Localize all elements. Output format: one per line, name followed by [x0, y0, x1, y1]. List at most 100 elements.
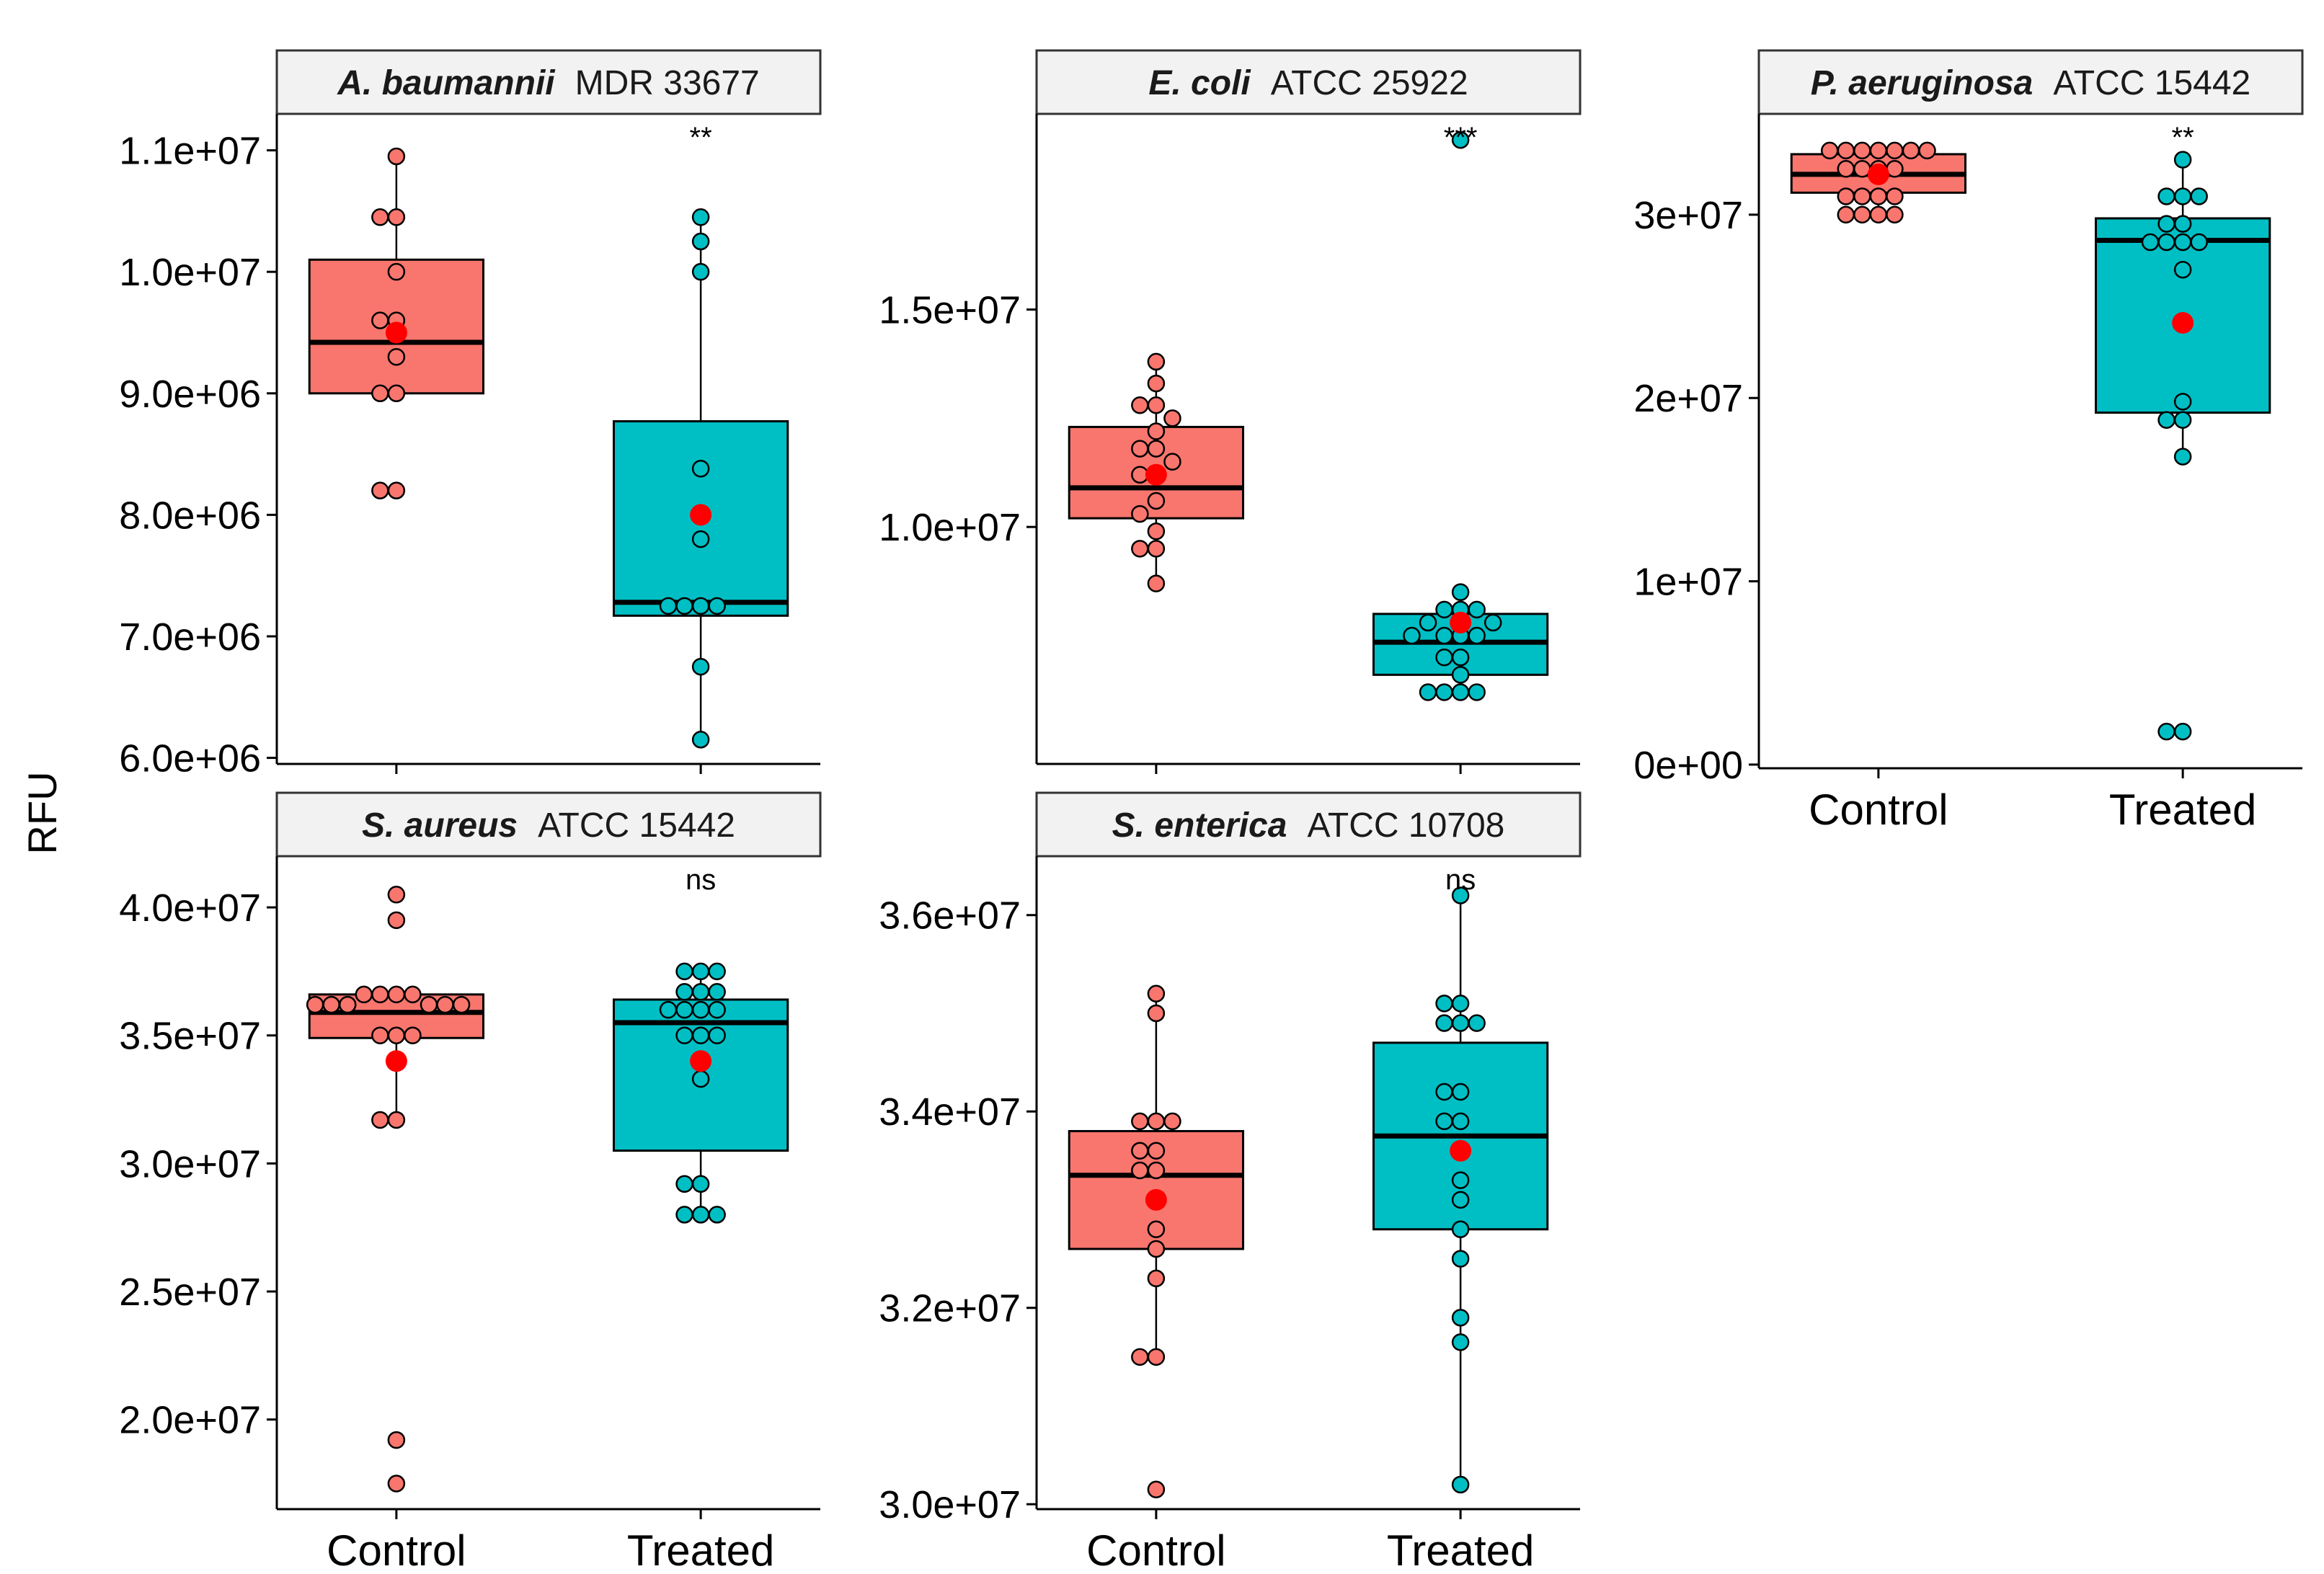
data-point: [1902, 141, 1920, 160]
data-point: [2141, 233, 2160, 252]
data-point: [2190, 233, 2208, 252]
data-point: [1147, 422, 1166, 440]
data-point: [1468, 683, 1486, 701]
plot-area: [1068, 886, 1549, 1499]
data-point: [691, 530, 710, 548]
facet-strip: [1757, 49, 2304, 115]
data-point: [1451, 683, 1470, 701]
data-point: [387, 147, 406, 166]
mean-point: [1145, 1188, 1167, 1211]
data-point: [387, 1111, 406, 1129]
data-point: [1147, 1220, 1166, 1238]
group-control: [306, 886, 485, 1493]
data-point: [1147, 352, 1166, 371]
data-point: [1853, 141, 1871, 160]
mean-point: [1450, 611, 1472, 633]
data-point: [675, 1026, 693, 1044]
facet-strain: MDR 33677: [575, 64, 760, 102]
data-point: [708, 1206, 726, 1224]
data-point: [387, 1475, 406, 1493]
mean-point: [385, 321, 407, 344]
data-point: [1886, 205, 1904, 224]
data-point: [708, 597, 726, 615]
data-point: [1163, 409, 1181, 427]
data-point: [371, 985, 389, 1004]
x-tick-label: Control: [1809, 786, 1948, 834]
y-tick-label: 3.5e+07: [119, 1015, 261, 1058]
data-point: [387, 481, 406, 499]
data-point: [1451, 1082, 1470, 1101]
facet-title: S. aureus ATCC 15442: [362, 806, 735, 845]
group-treated: [2094, 151, 2271, 741]
y-tick-label: 1.1e+07: [119, 130, 261, 173]
facet-strip: [1035, 49, 1582, 115]
facet-strain: ATCC 25922: [1271, 64, 1468, 102]
facet-species: P. aeruginosa: [1811, 64, 2034, 102]
data-point: [675, 597, 693, 615]
facet-title: P. aeruginosa ATCC 15442: [1811, 64, 2251, 102]
data-point: [691, 962, 710, 981]
panel-s-aureus: S. aureus ATCC 15442 2.0e+07 2.5e+07 3.0e+07…: [119, 791, 822, 1574]
y-tick-label: 3e+07: [1633, 194, 1743, 237]
y-tick-label: 1.0e+07: [879, 506, 1021, 549]
data-point: [387, 1026, 406, 1044]
data-point: [1869, 187, 1888, 205]
group-control: [1790, 141, 1967, 224]
data-point: [387, 985, 406, 1004]
data-point: [452, 995, 471, 1014]
data-point: [355, 985, 373, 1004]
data-point: [1869, 141, 1888, 160]
y-tick-label: 9.0e+06: [119, 373, 261, 416]
group-treated: [1372, 130, 1549, 701]
y-tick-label: 3.6e+07: [879, 894, 1021, 938]
data-point: [1837, 141, 1855, 160]
data-point: [1147, 1480, 1166, 1499]
data-point: [1435, 1112, 1453, 1131]
data-point: [691, 232, 710, 251]
data-point: [1451, 648, 1470, 667]
data-point: [1147, 574, 1166, 592]
group-control: [1068, 352, 1245, 592]
data-point: [387, 1431, 406, 1449]
y-tick-label: 3.4e+07: [879, 1090, 1021, 1134]
data-point: [2157, 233, 2176, 252]
mean-point: [1450, 1139, 1472, 1162]
data-point: [1435, 683, 1453, 701]
data-point: [1147, 1142, 1166, 1160]
y-tick-label: 4.0e+07: [119, 886, 261, 930]
panel-a-baumannii: A. baumannii MDR 33677 6.0e+06 7.0e+06 8.0e+…: [119, 49, 822, 781]
data-point: [2157, 722, 2176, 741]
data-point: [2173, 448, 2192, 466]
data-point: [1451, 1309, 1470, 1327]
facet-strip: [275, 791, 822, 858]
data-point: [1468, 1014, 1486, 1032]
data-point: [1468, 600, 1486, 619]
data-point: [1451, 1475, 1470, 1494]
data-point: [1147, 374, 1166, 393]
data-point: [387, 384, 406, 403]
data-point: [1147, 492, 1166, 510]
y-axis-label: RFU: [19, 771, 65, 854]
facet-title: E. coli ATCC 25922: [1148, 64, 1468, 102]
y-tick-label: 2.0e+07: [119, 1399, 261, 1442]
data-point: [2157, 411, 2176, 430]
y-tick-label: 0e+00: [1633, 744, 1743, 787]
data-point: [420, 995, 438, 1014]
mean-point: [1867, 163, 1889, 185]
y-tick-label: 1e+07: [1633, 561, 1743, 604]
data-point: [1483, 613, 1502, 632]
data-point: [1886, 141, 1904, 160]
data-point: [1451, 1250, 1470, 1268]
mean-point: [690, 1050, 712, 1072]
data-point: [1163, 1112, 1181, 1131]
data-point: [371, 384, 389, 403]
data-point: [675, 1000, 693, 1019]
data-point: [1131, 540, 1149, 558]
facet-species: S. aureus: [362, 806, 518, 845]
data-point: [2173, 722, 2192, 741]
data-point: [1451, 130, 1470, 149]
data-point: [404, 1026, 422, 1044]
data-point: [1147, 1269, 1166, 1288]
data-point: [371, 311, 389, 329]
